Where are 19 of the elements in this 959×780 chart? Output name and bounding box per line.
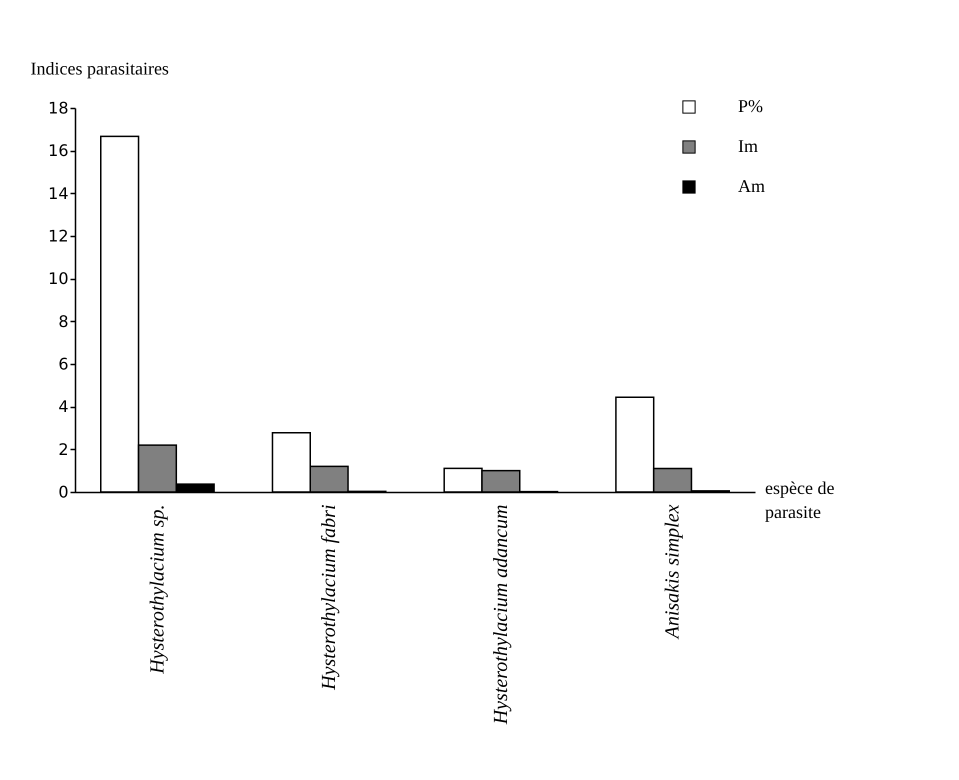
y-tick-label: 12 <box>48 226 68 246</box>
y-tick-label: 14 <box>48 184 68 203</box>
y-tick-label: 10 <box>48 269 68 288</box>
legend-label: Am <box>738 176 765 196</box>
x-tick-label: Hysterothylacium fabri <box>318 504 340 691</box>
y-tick-label: 16 <box>48 141 68 160</box>
y-tick-label: 18 <box>48 98 68 118</box>
x-axis-title: espèce de parasite <box>765 478 834 522</box>
y-tick-label: 6 <box>58 354 68 374</box>
legend-label: Im <box>738 136 758 156</box>
y-tick-label: 2 <box>58 440 68 459</box>
legend-label: P% <box>738 96 764 116</box>
x-tick-label: Hysterothylacium adancum <box>490 504 512 726</box>
y-tick-label: 4 <box>58 397 68 416</box>
y-tick-label: 0 <box>58 482 68 502</box>
y-axis-title: Indices parasitaires <box>30 58 169 78</box>
y-tick-label: 8 <box>58 312 68 331</box>
x-tick-label: Anisakis simplex <box>662 504 684 640</box>
x-tick-label: Hysterothylacium sp. <box>146 504 168 675</box>
